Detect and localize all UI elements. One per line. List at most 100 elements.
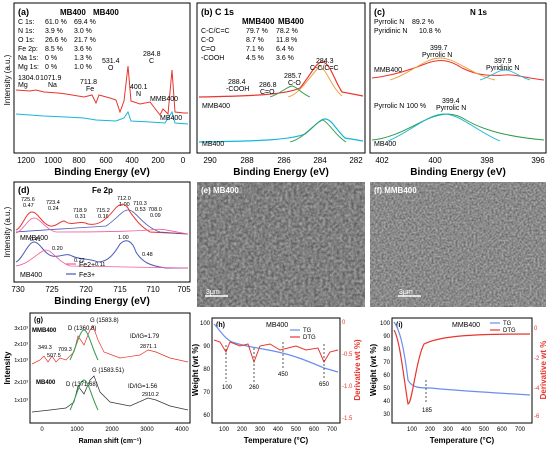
legend-label: Pyridinic N xyxy=(374,28,407,35)
peak-label: -COOH xyxy=(226,86,249,93)
x-tick: 284 xyxy=(313,156,327,165)
y-axis-label: Weight (wt %) xyxy=(191,344,200,397)
y-tick-right: -1.0 xyxy=(342,384,353,390)
x-tick: 710 xyxy=(146,285,160,294)
series-label: MMB400 xyxy=(20,235,48,242)
panel-c: (c) N 1s Pyrrolic N 89.2 % Pyridinic N 1… xyxy=(369,2,547,178)
series-label: MMB400 xyxy=(374,67,402,74)
x-tick: 600 xyxy=(497,427,508,433)
series-label: MB400 xyxy=(202,141,224,148)
mmb400-fe2p-curve xyxy=(15,203,189,235)
x-tick: 290 xyxy=(203,156,217,165)
table-cell: 6.4 % xyxy=(276,46,294,53)
panel-i-frame xyxy=(391,317,533,424)
panel-a-table: C 1s: 61.0 % 69.4 % N 1s: 3.9 % 3.0 % O … xyxy=(18,19,96,71)
x-axis-label: Binding Energy (eV) xyxy=(233,167,329,178)
y-tick: 90 xyxy=(383,334,390,340)
x-tick: 3000 xyxy=(140,427,154,433)
x-tick: 500 xyxy=(291,427,302,433)
peak-label: 285.7 xyxy=(284,73,302,80)
y-tick: 1x10³ xyxy=(14,398,28,404)
fit-peak-curve xyxy=(479,69,531,81)
panel-c-letter: (c) xyxy=(374,7,385,17)
panel-h-frame xyxy=(211,317,341,424)
peak-label: C xyxy=(149,58,154,65)
peak-label: Pyrrolic N 100 % xyxy=(374,103,426,110)
table-cell: 79.7 % xyxy=(246,28,268,35)
y-tick: 3x10³ xyxy=(14,326,28,332)
panel-b-letter: (b) C 1s xyxy=(201,7,234,17)
x-tick: 200 xyxy=(151,156,165,165)
legend-label: Fe3+ xyxy=(79,272,95,279)
y-axis-label-right: Derivative wt % xyxy=(539,341,548,400)
table-cell: 3.6 % xyxy=(276,55,294,62)
mmb400-survey-curve xyxy=(15,65,188,116)
legend-label: TG xyxy=(303,328,312,334)
peak-label: 718.9 xyxy=(73,208,87,214)
mb400-n1s-curve xyxy=(371,113,545,141)
x-tick: 200 xyxy=(237,427,248,433)
x-tick: 730 xyxy=(11,285,25,294)
x-tick: 2000 xyxy=(105,427,119,433)
legend-label: TG xyxy=(503,321,512,327)
peak-label: 399.4 xyxy=(442,98,460,105)
peak-label: 260 xyxy=(249,385,260,391)
x-tick: 300 xyxy=(443,427,454,433)
panel-f: (f) MMB400 3μm xyxy=(370,182,546,307)
table-cell: 0 % xyxy=(45,55,57,62)
y-tick: 30 xyxy=(383,412,390,418)
panel-h: (h) MB400 TG DTG 100 260 450 650 100 90 … xyxy=(191,317,362,445)
x-tick: 398 xyxy=(480,156,494,165)
legend-label: DTG xyxy=(303,335,316,341)
fe2-fit-curve xyxy=(15,217,189,235)
table-cell: 3.0 % xyxy=(74,28,92,35)
x-tick: 286 xyxy=(277,156,291,165)
y-tick: 40 xyxy=(383,399,390,405)
x-tick: 705 xyxy=(177,285,191,294)
peak-label: Pyrrolic N xyxy=(436,105,466,112)
table-cell: C=O xyxy=(201,46,216,53)
peak-label: C-C/C=C xyxy=(310,65,339,72)
y-tick: 50 xyxy=(383,386,390,392)
table-cell: Mg 1s: xyxy=(18,64,39,71)
fe3-fit-curve xyxy=(15,209,189,235)
y-tick-right: 0 xyxy=(342,320,346,326)
tg-curve xyxy=(213,323,339,373)
x-tick: 1000 xyxy=(70,427,84,433)
peak-label: 2871.1 xyxy=(140,344,157,350)
x-tick: 400 xyxy=(461,427,472,433)
x-tick: 396 xyxy=(531,156,545,165)
peak-label: 0.20 xyxy=(52,246,63,252)
table-cell: 1.3 % xyxy=(74,55,92,62)
peak-label: 400.1 xyxy=(130,84,148,91)
peak-label: 650 xyxy=(319,382,330,388)
x-axis-label: Raman shift (cm⁻¹) xyxy=(79,438,142,445)
peak-label: 100 xyxy=(222,385,233,391)
x-tick: 0 xyxy=(181,156,186,165)
y-tick-right: 0 xyxy=(534,326,538,332)
legend-label: 10.8 % xyxy=(419,28,441,35)
y-tick: 70 xyxy=(383,360,390,366)
legend-label: Pyrrolic N xyxy=(374,19,404,26)
panel-b-col2: MB400 xyxy=(278,17,304,26)
y-axis-label-right: Derivative wt %) xyxy=(353,339,362,401)
peak-label: 2910.2 xyxy=(142,392,159,398)
y-tick: 100 xyxy=(380,321,391,327)
peak-label: 397.9 xyxy=(494,58,512,65)
dtg-curve xyxy=(213,339,339,364)
table-cell: O 1s: xyxy=(18,37,35,44)
mmb400-c1s-curve xyxy=(198,61,364,98)
table-cell: 4.5 % xyxy=(246,55,264,62)
x-tick: 1200 xyxy=(17,156,35,165)
mb400-raman-curve xyxy=(31,375,189,413)
peak-label: N xyxy=(136,91,141,98)
series-label: MB400 xyxy=(374,141,396,148)
panel-d-frame xyxy=(13,181,191,283)
panel-i-letter: (i) xyxy=(396,322,403,329)
mb400-fe2p-curve xyxy=(15,240,188,269)
x-tick: 4000 xyxy=(175,427,189,433)
peak-label: 288.4 xyxy=(228,79,246,86)
tg-curve xyxy=(393,321,531,396)
peak-label: 0.48 xyxy=(142,252,153,258)
